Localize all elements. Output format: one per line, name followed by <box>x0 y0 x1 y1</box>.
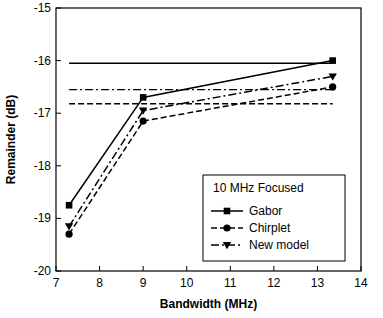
x-tick-label: 14 <box>354 276 368 290</box>
series-line <box>69 61 333 206</box>
x-tick <box>361 266 362 271</box>
x-tick <box>186 266 187 271</box>
x-tick <box>56 266 57 271</box>
marker <box>65 231 72 238</box>
marker <box>223 242 231 249</box>
background <box>0 0 383 318</box>
x-tick-label: 11 <box>224 276 237 290</box>
x-tick-label: 8 <box>96 276 103 290</box>
x-tick <box>143 266 144 271</box>
legend: 10 MHz Focused Gabor Chirplet New model <box>203 175 345 261</box>
x-tick-label: 12 <box>267 276 281 290</box>
marker <box>139 108 147 115</box>
x-axis-title: Bandwidth (MHz) <box>160 297 257 311</box>
y-tick-label: -18 <box>34 159 52 173</box>
y-axis-title: Remainder (dB) <box>4 95 18 184</box>
marker <box>66 202 73 209</box>
marker <box>140 117 147 124</box>
y-tick-label: -15 <box>34 1 52 15</box>
x-tick <box>273 266 274 271</box>
legend-label: Gabor <box>249 204 282 218</box>
marker <box>329 57 336 64</box>
x-tick-label: 7 <box>53 276 60 290</box>
marker <box>224 208 231 215</box>
y-tick <box>56 271 61 272</box>
marker <box>140 94 147 101</box>
y-tick <box>56 165 61 166</box>
x-tick <box>317 266 318 271</box>
legend-label: New model <box>249 238 309 252</box>
reference-line <box>69 89 333 90</box>
reference-line <box>69 63 333 64</box>
y-tick <box>56 218 61 219</box>
y-tick-label: -19 <box>34 211 52 225</box>
marker <box>328 73 336 80</box>
y-tick <box>56 113 61 114</box>
x-tick-label: 9 <box>140 276 147 290</box>
legend-title: 10 MHz Focused <box>213 181 304 195</box>
marker <box>65 223 73 230</box>
y-tick-label: -17 <box>34 106 52 120</box>
y-tick <box>56 60 61 61</box>
x-tick-label: 13 <box>311 276 325 290</box>
y-tick-label: -20 <box>34 264 52 278</box>
legend-label: Chirplet <box>249 221 291 235</box>
marker <box>223 224 230 231</box>
x-tick <box>230 266 231 271</box>
y-tick-label: -16 <box>34 54 52 68</box>
x-tick <box>99 266 100 271</box>
reference-line <box>69 103 333 104</box>
legend-box <box>203 175 345 261</box>
chart: 7 8 9 10 11 12 13 14 -20 -19 -18 -17 -16 -15 Bandwidth… <box>0 0 383 318</box>
y-tick <box>56 8 61 9</box>
plot-frame <box>56 8 361 271</box>
x-tick-label: 10 <box>180 276 194 290</box>
